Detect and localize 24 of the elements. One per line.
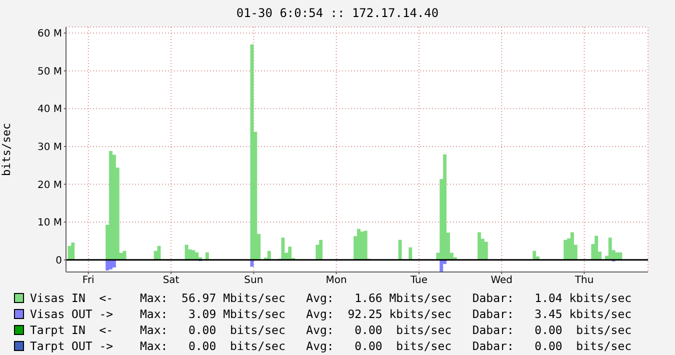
y-tick-label: 20 M (37, 180, 62, 191)
y-tick-label: 40 M (37, 104, 62, 116)
legend-label: Tarpt OUT -> (30, 338, 114, 354)
text: Max: 0.00 bits/sec Avg: 0.00 bits/sec Dabar: 0.00 bits/sec (140, 322, 632, 338)
y-tick-label: 50 M (37, 66, 62, 78)
y-tick-label: 30 M (37, 142, 62, 154)
text: Max: 3.09 Mbits/sec Avg: 92.25 kbits/sec Dabar: 3.45 kbits/sec (140, 306, 632, 322)
x-tick-label: Fri (82, 275, 94, 286)
x-tick-label: Sun (244, 275, 264, 286)
text: Max: 0.00 bits/sec Avg: 0.00 bits/sec Dabar: 0.00 bits/sec (140, 338, 632, 354)
y-tick-label: 60 M (37, 28, 62, 40)
x-tick-label: Sat (162, 275, 180, 286)
x-tick-label: Thu (574, 275, 594, 286)
text: Max: 56.97 Mbits/sec Avg: 1.66 Mbits/sec Dabar: 1.04 kbits/sec (140, 290, 632, 306)
y-axis-title: bits/sec (0, 123, 13, 176)
legend-label: Tarpt IN <- (30, 322, 114, 338)
x-tick-label: Tue (409, 275, 428, 286)
y-tick-label: 10 M (37, 218, 62, 229)
chart-title: 01-30 6:0:54 :: 172.17.14.40 (235, 6, 440, 20)
legend-label: Visas IN <- (30, 290, 114, 306)
x-tick-label: Mon (326, 275, 347, 286)
x-tick-label: Wed (490, 275, 513, 286)
legend-label: Visas OUT -> (30, 306, 114, 322)
y-tick-label: 0 (56, 255, 62, 266)
